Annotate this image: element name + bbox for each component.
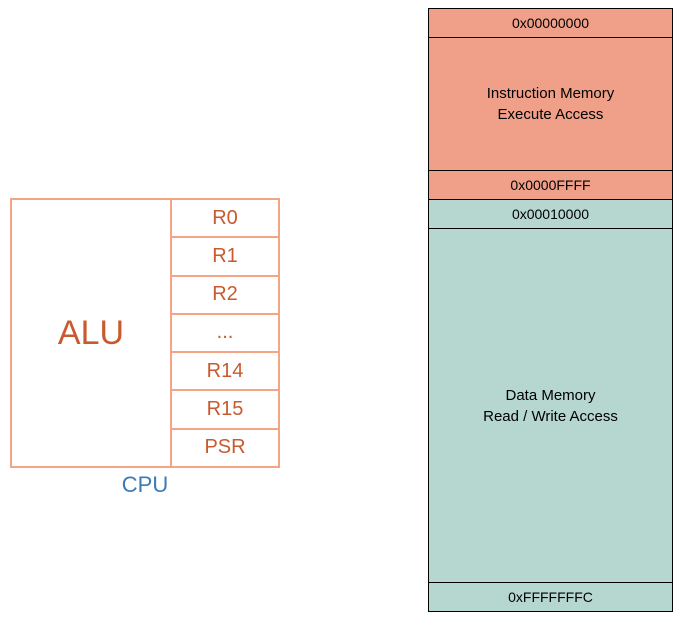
register-cell: ...: [172, 313, 278, 351]
instr-start-address: 0x00000000: [429, 9, 672, 38]
data-start-address: 0x00010000: [429, 200, 672, 229]
register-cell: R14: [172, 351, 278, 389]
instr-title-line1: Instruction Memory: [487, 83, 615, 104]
cpu-block: ALU R0R1R2...R14R15PSR CPU: [10, 198, 280, 498]
register-cell: R1: [172, 236, 278, 274]
register-column: R0R1R2...R14R15PSR: [170, 200, 278, 466]
data-memory-region: 0x00010000 Data Memory Read / Write Acce…: [428, 200, 673, 612]
register-cell: R2: [172, 275, 278, 313]
cpu-label: CPU: [10, 472, 280, 498]
cpu-box: ALU R0R1R2...R14R15PSR: [10, 198, 280, 468]
data-title-line1: Data Memory: [505, 385, 595, 406]
instr-end-address: 0x0000FFFF: [429, 170, 672, 199]
instr-body: Instruction Memory Execute Access: [429, 38, 672, 170]
data-title-line2: Read / Write Access: [483, 406, 618, 427]
instruction-memory-region: 0x00000000 Instruction Memory Execute Ac…: [428, 8, 673, 200]
register-cell: PSR: [172, 428, 278, 466]
alu-cell: ALU: [12, 200, 170, 466]
memory-block: 0x00000000 Instruction Memory Execute Ac…: [428, 8, 673, 612]
data-body: Data Memory Read / Write Access: [429, 229, 672, 582]
register-cell: R0: [172, 200, 278, 236]
data-end-address: 0xFFFFFFFC: [429, 582, 672, 611]
register-cell: R15: [172, 389, 278, 427]
instr-title-line2: Execute Access: [498, 104, 604, 125]
